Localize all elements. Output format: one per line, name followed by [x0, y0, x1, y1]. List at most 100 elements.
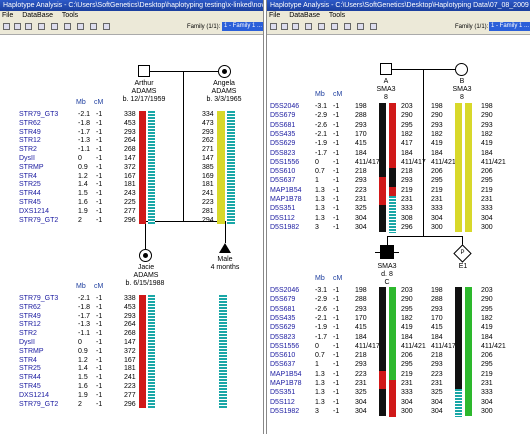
- childE-allele-2: 219: [481, 370, 493, 378]
- parentB-allele-2: 290: [481, 112, 493, 120]
- child1-allele: 293: [124, 312, 136, 320]
- father-allele: 293: [124, 128, 136, 136]
- miscarriage-triangle[interactable]: [219, 243, 231, 253]
- menu-database[interactable]: DataBase: [22, 12, 53, 19]
- marker-cm: -1: [96, 295, 103, 302]
- table-icon[interactable]: [344, 23, 351, 30]
- parentB-haplotype-2: [465, 103, 472, 233]
- mother-allele: 281: [202, 207, 214, 215]
- marker-name: D5S637: [270, 177, 296, 185]
- father-allele: 243: [124, 190, 136, 198]
- zoom-in-icon[interactable]: [90, 23, 97, 30]
- family-select[interactable]: 1 - Family 1 ...: [489, 22, 530, 31]
- parentA-allele-2: 184: [401, 149, 413, 157]
- menu-tools[interactable]: Tools: [61, 12, 79, 19]
- marker-cm: -1: [333, 121, 340, 129]
- marker-mb: -1.9: [315, 140, 328, 148]
- parentA-allele-1: 415: [355, 140, 367, 148]
- mother-allele: 473: [202, 119, 214, 127]
- parentA-allele-2: 411/417: [401, 158, 426, 166]
- childE-allele-2: 411/421: [481, 342, 506, 350]
- child1-allele: 338: [124, 295, 136, 302]
- marker-name: D5S2046: [270, 287, 300, 294]
- marker-cm: -1: [96, 172, 103, 180]
- marker-mb: -1.7: [78, 128, 91, 136]
- table-icon[interactable]: [64, 23, 71, 30]
- text-icon[interactable]: [331, 23, 338, 30]
- marker-cm: -1: [96, 111, 103, 118]
- marker-name: STR2: [19, 330, 37, 338]
- text-icon[interactable]: [77, 23, 84, 30]
- parentA-haplotype-1: [379, 103, 386, 233]
- childE-haplotype-2: [465, 287, 472, 417]
- zoom-out-icon[interactable]: [370, 23, 377, 30]
- marker-name: STR62: [19, 119, 41, 127]
- marker-name: STR12: [19, 321, 41, 329]
- open-folder-icon[interactable]: [281, 23, 288, 30]
- parentB-allele-2: 293: [481, 121, 493, 129]
- marker-cm: -1: [96, 383, 103, 390]
- carrier-dot: [222, 69, 227, 74]
- parentB-allele-2: 219: [481, 186, 493, 194]
- new-file-icon[interactable]: [3, 23, 10, 30]
- marker-cm: -1: [333, 407, 340, 415]
- marker-cm: -1: [333, 130, 340, 138]
- marker-mb: 0: [315, 158, 319, 166]
- marker-name: STR44: [19, 374, 41, 382]
- print-icon[interactable]: [38, 23, 45, 30]
- childE-allele-2: 304: [481, 398, 493, 406]
- childC-allele-1: 198: [355, 287, 367, 294]
- childC-allele-1: 223: [355, 370, 367, 378]
- child1-allele: 372: [124, 347, 136, 355]
- marker-name: STR12: [19, 137, 41, 145]
- parentA-allele-2: 295: [401, 121, 413, 129]
- parentA-haplotype-2-black: [389, 168, 396, 187]
- marker-mb: 1.4: [78, 181, 88, 189]
- parentB-allele-1: 231: [431, 196, 443, 203]
- childE-allele-2: 333: [481, 389, 493, 397]
- print-icon[interactable]: [305, 23, 312, 30]
- edit-icon[interactable]: [318, 23, 325, 30]
- save-icon[interactable]: [292, 23, 299, 30]
- menu-database[interactable]: DataBase: [289, 12, 320, 19]
- father-square[interactable]: [138, 65, 150, 77]
- marker-mb: -2.9: [315, 296, 328, 304]
- save-icon[interactable]: [25, 23, 32, 30]
- father-allele: 147: [124, 155, 136, 162]
- marker-mb: -1.3: [78, 321, 91, 329]
- marker-cm: -1: [96, 400, 103, 408]
- mother-allele: 181: [202, 181, 214, 189]
- marker-name: D5S2046: [270, 103, 300, 110]
- childE-allele-1: 293: [431, 361, 443, 369]
- marker-mb: -2.1: [78, 295, 91, 302]
- menu-tools[interactable]: Tools: [328, 12, 346, 19]
- marker-name: D5S351: [270, 205, 296, 213]
- marker-cm: -1: [333, 361, 340, 369]
- child2-haplotype: [219, 295, 227, 409]
- marker-cm: -1: [96, 146, 103, 154]
- childC-allele-1: 415: [355, 324, 367, 332]
- parentB-circle[interactable]: [455, 63, 468, 76]
- childE-allele-2: 290: [481, 296, 493, 304]
- zoom-out-icon[interactable]: [103, 23, 110, 30]
- zoom-in-icon[interactable]: [357, 23, 364, 30]
- new-file-icon[interactable]: [270, 23, 277, 30]
- parentB-allele-1: 206: [431, 168, 443, 176]
- marker-cm: -1: [333, 223, 340, 231]
- child2-line: [225, 221, 226, 243]
- father-allele: 225: [124, 199, 136, 206]
- child1-circle[interactable]: [139, 249, 152, 262]
- parentA-square[interactable]: [380, 63, 392, 75]
- open-folder-icon[interactable]: [14, 23, 21, 30]
- col-cm-header: cM: [94, 283, 104, 290]
- mother-circle[interactable]: [218, 65, 231, 78]
- left-menubar: File DataBase Tools: [0, 11, 263, 20]
- menu-file[interactable]: File: [2, 12, 14, 19]
- family-select[interactable]: 1 - Family 1 ...: [222, 22, 263, 31]
- marker-mb: 1.6: [78, 383, 88, 390]
- mother-allele: 293: [202, 128, 214, 136]
- childC-allele-1: 218: [355, 352, 367, 360]
- edit-icon[interactable]: [51, 23, 58, 30]
- marker-cm: -1: [333, 112, 340, 120]
- menu-file[interactable]: File: [269, 12, 281, 19]
